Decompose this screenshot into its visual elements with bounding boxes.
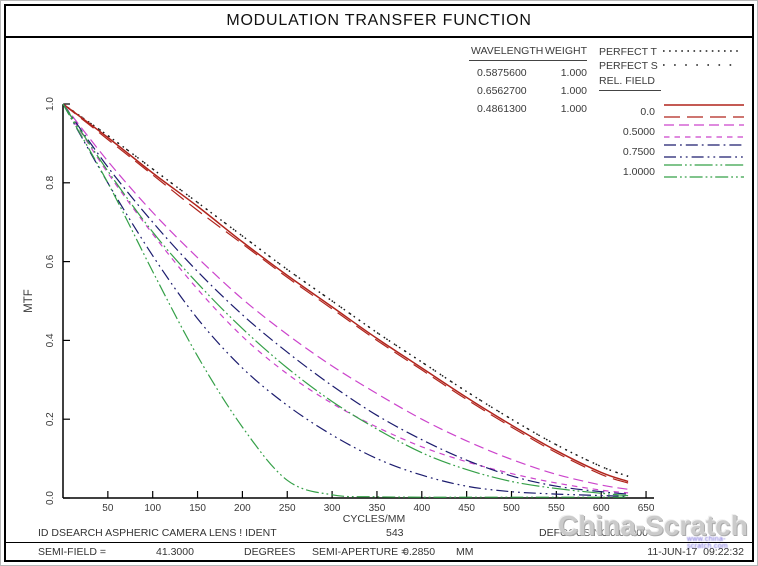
timestamp: 11-JUN-17 09:22:32 [647, 546, 744, 558]
legend-perfect-s: PERFECT S [599, 59, 749, 73]
semi-aperture-units: MM [456, 546, 474, 558]
svg-text:300: 300 [324, 503, 341, 514]
axis-tick-labels: 50 100 150 200 250 300 350 400 450 500 550 600 650 0.… [45, 97, 655, 514]
svg-text:100: 100 [144, 503, 161, 514]
svg-text:150: 150 [189, 503, 206, 514]
y-axis-title: MTF [23, 289, 35, 313]
legend-swatch-field-0.0 [664, 101, 744, 124]
svg-text:650: 650 [638, 503, 655, 514]
curve-0-5000-s [62, 103, 629, 494]
legend-entry-field-0.75: 0.7500 [599, 142, 749, 162]
legend-perfect-t: PERFECT T [599, 45, 749, 59]
id-number: 543 [386, 527, 404, 539]
svg-text:600: 600 [593, 503, 610, 514]
svg-text:500: 500 [503, 503, 520, 514]
curve-0-5000-t [62, 103, 629, 490]
weight-value: 1.000 [560, 103, 587, 115]
weight-header: WEIGHT [545, 45, 587, 57]
curve-perfect-t [62, 103, 629, 477]
svg-text:50: 50 [102, 503, 114, 514]
svg-text:400: 400 [413, 503, 430, 514]
legend-swatch-line [664, 123, 744, 138]
outer-frame [4, 4, 754, 562]
curve-perfect-s [62, 103, 629, 477]
legend-swatch-line [664, 103, 744, 118]
legend-swatch-perfect-t [663, 44, 739, 61]
curve-1-0000-t [62, 103, 629, 497]
svg-text:350: 350 [369, 503, 386, 514]
curve-1-0000-s [62, 103, 629, 498]
table-row: 0.6562700 1.000 [469, 85, 587, 97]
legend-swatch-field-0.5 [664, 121, 744, 144]
svg-text:0.2: 0.2 [45, 412, 56, 426]
legend-field-label: 0.0 [640, 106, 655, 118]
semi-field-value: 41.3000 [156, 546, 194, 558]
wavelength-value: 0.4861300 [477, 103, 527, 115]
svg-text:200: 200 [234, 503, 251, 514]
legend-swatch-line [664, 143, 744, 158]
svg-text:0.4: 0.4 [45, 333, 56, 347]
table-row: 0.4861300 1.000 [469, 103, 587, 115]
svg-text:0.6: 0.6 [45, 254, 56, 268]
wavelength-table-header: WAVELENGTH WEIGHT [469, 45, 587, 61]
svg-text:0.0: 0.0 [45, 491, 56, 505]
legend-swatch-perfect-s [663, 58, 739, 75]
legend-swatch-field-1.0 [664, 161, 744, 184]
weight-value: 1.000 [560, 67, 587, 79]
axes [62, 104, 654, 499]
legend-field-label: 0.7500 [622, 146, 655, 158]
semi-aperture-value: 0.2850 [403, 546, 436, 558]
semi-aperture-label: SEMI-APERTURE = [312, 546, 408, 558]
legend-swatch-line [664, 163, 744, 178]
axis-ticks [63, 103, 647, 499]
x-axis-title: CYCLES/MM [343, 513, 405, 525]
lens-id-text: ID DSEARCH ASPHERIC CAMERA LENS ! IDENT [38, 527, 277, 539]
watermark: China-Scratch [558, 510, 748, 541]
legend-field-label: 1.0000 [622, 166, 655, 178]
svg-text:0.8: 0.8 [45, 175, 56, 189]
defocus-label: DEFOCUSING [539, 527, 610, 539]
semi-field-units: DEGREES [244, 546, 296, 558]
title-bar: MODULATION TRANSFER FUNCTION [6, 6, 752, 38]
svg-text:1.0: 1.0 [45, 97, 56, 111]
legend-field-label: 0.5000 [622, 126, 655, 138]
curve-0-7500-s [62, 103, 629, 497]
legend-perfect-s-label: PERFECT S [599, 60, 658, 72]
legend-swatch-line [663, 63, 739, 66]
footer-divider [6, 542, 752, 543]
weight-value: 1.000 [560, 85, 587, 97]
curve-0-7500-t [62, 103, 629, 495]
legend-rel-field-label: REL. FIELD [599, 74, 662, 91]
wavelength-table: WAVELENGTH WEIGHT 0.5875600 1.000 0.6562… [469, 45, 587, 115]
wavelength-header: WAVELENGTH [471, 45, 544, 57]
legend-entry-field-0.5: 0.5000 [599, 122, 749, 142]
legend-swatch-line [663, 49, 739, 52]
watermark-url: www.china-scratch.com [687, 536, 729, 550]
page-title: MODULATION TRANSFER FUNCTION [226, 12, 532, 29]
svg-text:250: 250 [279, 503, 296, 514]
wavelength-value: 0.5875600 [477, 67, 527, 79]
legend-perfect-t-label: PERFECT T [599, 46, 657, 58]
table-row: 0.5875600 1.000 [469, 67, 587, 79]
curve-0-0-t [62, 103, 629, 483]
svg-text:450: 450 [458, 503, 475, 514]
mtf-curves [62, 103, 629, 498]
semi-field-label: SEMI-FIELD = [38, 546, 106, 558]
legend-entry-field-1.0: 1.0000 [599, 162, 749, 182]
wavelength-value: 0.6562700 [477, 85, 527, 97]
defocus-value: 0.00000 [610, 527, 648, 539]
chart-legend: PERFECT T PERFECT S REL. FIELD 0.0 0.500… [599, 45, 749, 182]
legend-entries: 0.0 0.5000 0.7500 1.0000 [599, 102, 749, 182]
curve-0-0-s [62, 103, 629, 484]
svg-text:550: 550 [548, 503, 565, 514]
legend-swatch-field-0.75 [664, 141, 744, 164]
legend-entry-field-0.0: 0.0 [599, 102, 749, 122]
